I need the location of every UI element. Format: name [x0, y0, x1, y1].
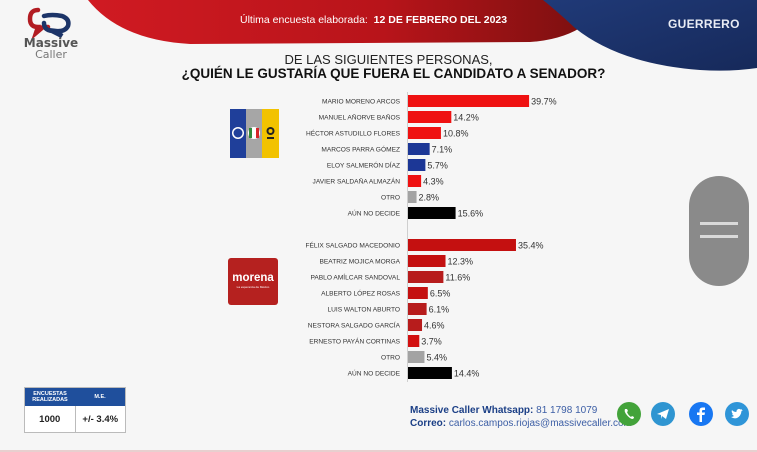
whatsapp-label: Massive Caller Whatsapp:	[410, 405, 534, 416]
question-title: ¿QUIÉN LE GUSTARÍA QUE FUERA EL CANDIDAT…	[181, 66, 606, 81]
morena-logo-tagline: La esperanza de México	[236, 285, 270, 289]
bar	[408, 351, 425, 363]
morena-logo: morena La esperanza de México	[228, 258, 278, 305]
header-background	[88, 0, 757, 71]
candidate-label: AÚN NO DECIDE	[348, 369, 401, 378]
value-label: 11.6%	[445, 273, 470, 283]
email-label: Correo:	[410, 418, 447, 429]
bar	[408, 207, 456, 219]
bar	[408, 143, 430, 155]
candidate-label: OTRO	[381, 195, 400, 202]
pan-stripe	[230, 109, 246, 158]
value-label: 35.4%	[518, 241, 544, 251]
value-label: 3.7%	[421, 337, 442, 347]
bar	[408, 335, 420, 347]
candidate-label: OTRO	[381, 355, 400, 362]
candidate-label: ERNESTO PAYÁN CORTINAS	[309, 337, 400, 346]
bar	[408, 287, 428, 299]
pri-emblem-icon	[248, 127, 260, 139]
candidate-label: NESTORA SALGADO GARCÍA	[308, 321, 401, 330]
whatsapp-number[interactable]: 81 1798 1079	[536, 405, 598, 416]
value-label: 12.3%	[448, 257, 474, 267]
bar	[408, 111, 452, 123]
candidate-label: PABLO AMÍLCAR SANDOVAL	[310, 273, 400, 282]
value-label: 7.1%	[432, 145, 453, 155]
stats-header-surveys: ENCUESTAS REALIZADAS	[32, 391, 68, 403]
candidate-label: MARCOS PARRA GÓMEZ	[321, 145, 400, 154]
bar	[408, 191, 417, 203]
bar	[408, 175, 422, 187]
candidate-label: AÚN NO DECIDE	[348, 209, 401, 218]
survey-stats-table: ENCUESTAS REALIZADAS M.E. 1000 +/- 3.4%	[24, 387, 126, 433]
value-label: 2.8%	[419, 193, 440, 203]
candidate-label: MANUEL AÑORVE BAÑOS	[319, 113, 401, 122]
candidate-label: LUIS WALTON ABURTO	[327, 307, 400, 314]
bar	[408, 319, 423, 331]
survey-date: Última encuesta elaborada: 12 DE FEBRERO…	[240, 14, 507, 26]
header-red-shape	[88, 0, 580, 44]
value-label: 4.6%	[424, 321, 445, 331]
question-line-1: DE LAS SIGUIENTES PERSONAS,	[284, 52, 493, 67]
pan-pri-prd-logo	[230, 109, 279, 158]
massive-caller-logo: Massive Caller	[22, 6, 80, 60]
logo-speech-bubbles-icon	[27, 7, 71, 40]
handle-line-icon	[700, 235, 738, 238]
pan-emblem-icon	[232, 127, 244, 139]
telegram-icon[interactable]	[651, 402, 675, 426]
candidate-label: HÉCTOR ASTUDILLO FLORES	[306, 129, 401, 138]
survey-date-value: 12 DE FEBRERO DEL 2023	[373, 14, 508, 26]
stats-value-margin: +/- 3.4%	[82, 413, 119, 425]
value-label: 6.5%	[430, 289, 451, 299]
candidate-label: ALBERTO LÓPEZ ROSAS	[321, 289, 401, 298]
survey-date-label: Última encuesta elaborada:	[240, 14, 368, 26]
state-name: GUERRERO	[668, 17, 740, 31]
bar	[408, 367, 452, 379]
bar	[408, 239, 516, 251]
email-address[interactable]: carlos.campos.riojas@massivecaller.com	[448, 418, 632, 429]
bar	[408, 303, 427, 315]
twitter-icon[interactable]	[725, 402, 749, 426]
brand-name-2: Caller	[35, 48, 67, 61]
value-label: 5.4%	[426, 353, 447, 363]
drag-handle[interactable]	[689, 176, 749, 286]
value-label: 15.6%	[458, 209, 484, 219]
value-label: 10.8%	[443, 129, 469, 139]
header-navy-shape	[543, 0, 757, 71]
candidate-label: JAVIER SALDAÑA ALMAZÁN	[313, 177, 401, 186]
bar	[408, 127, 441, 139]
candidate-label: MARIO MORENO ARCOS	[322, 99, 401, 106]
contact-info: Massive Caller Whatsapp: 81 1798 1079 Co…	[410, 404, 632, 430]
bar	[408, 159, 426, 171]
value-label: 14.4%	[454, 369, 480, 379]
bottom-border	[0, 450, 757, 452]
candidate-label: BEATRIZ MOJICA MORGA	[320, 259, 401, 266]
whatsapp-icon[interactable]	[617, 402, 641, 426]
value-label: 6.1%	[429, 305, 450, 315]
bar	[408, 255, 446, 267]
prd-emblem-icon	[266, 127, 275, 139]
candidate-label: FÉLIX SALGADO MACEDONIO	[305, 241, 400, 250]
stats-value-surveys: 1000	[25, 406, 76, 432]
value-label: 5.7%	[427, 161, 448, 171]
pri-stripe	[246, 109, 262, 158]
facebook-icon[interactable]	[689, 402, 713, 426]
morena-logo-name: morena	[232, 272, 274, 284]
candidate-label: ELOY SALMERÓN DÍAZ	[327, 161, 400, 170]
handle-line-icon	[700, 222, 738, 225]
bar	[408, 95, 530, 107]
bar	[408, 271, 444, 283]
value-label: 4.3%	[423, 177, 444, 187]
value-label: 14.2%	[453, 113, 479, 123]
brand-name: Massive	[23, 36, 79, 50]
stats-header-margin: M.E.	[94, 394, 106, 400]
prd-stripe	[262, 109, 279, 158]
value-label: 39.7%	[531, 97, 557, 107]
